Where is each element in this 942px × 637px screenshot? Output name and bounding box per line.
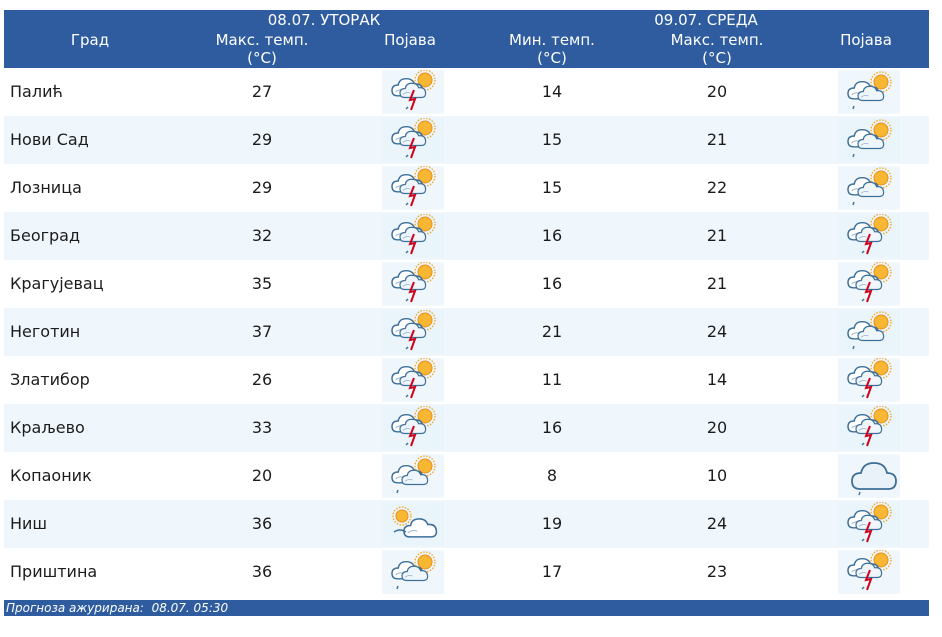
header-d2-min-unit: (°C) [537,49,567,67]
storm-sun-icon [382,310,444,354]
day1-max-temp: 29 [251,130,273,149]
day2-min-temp: 17 [541,562,563,581]
day1-max-temp: 32 [251,226,273,245]
cloudy-sun-icon [838,166,900,210]
header-d2-min-temp: Мин. темп. [509,31,595,49]
table-row: Ниш 36 19 24 [4,500,929,548]
storm-sun-icon [382,262,444,306]
update-timestamp: 08.07. 05:30 [151,601,229,615]
day2-min-temp: 11 [541,370,563,389]
day2-min-temp: 15 [541,178,563,197]
day1-max-temp: 36 [251,514,273,533]
day2-min-temp: 16 [541,274,563,293]
city-name: Лозница [10,178,82,197]
city-name: Неготин [10,322,81,341]
header-day1: 08.07. УТОРАК [267,11,381,29]
table-row: Приштина 36 17 23 [4,548,929,596]
storm-sun-icon [838,406,900,450]
day2-min-temp: 8 [546,466,558,485]
day2-max-temp: 21 [706,274,728,293]
day2-max-temp: 23 [706,562,728,581]
header-d2-max-temp: Макс. темп. [670,31,764,49]
day1-max-temp: 20 [251,466,273,485]
table-row: Лозница 29 15 22 [4,164,929,212]
storm-sun-icon [382,214,444,258]
city-name: Ниш [10,514,48,533]
cloudy-sun-icon [382,550,444,594]
table-row: Златибор 26 11 14 [4,356,929,404]
city-name: Крагујевац [10,274,104,293]
day2-max-temp: 22 [706,178,728,197]
day2-max-temp: 14 [706,370,728,389]
day1-max-temp: 35 [251,274,273,293]
city-name: Нови Сад [10,130,89,149]
partly-cloudy-icon [382,502,444,546]
storm-sun-icon [382,358,444,402]
storm-sun-icon [382,166,444,210]
day1-max-temp: 29 [251,178,273,197]
day2-min-temp: 16 [541,226,563,245]
table-header: Град 08.07. УТОРАК 09.07. СРЕДА Макс. те… [4,10,929,68]
day1-max-temp: 26 [251,370,273,389]
day2-max-temp: 20 [706,418,728,437]
table-row: Краљево 33 16 20 [4,404,929,452]
table-body: Палић 27 14 20 Нови Сад 29 15 21 Лозница 29 15 22… [4,68,929,596]
header-d1-phenomenon: Појава [384,31,436,49]
cloudy-sun-icon [838,118,900,162]
header-city: Град [70,31,110,49]
storm-sun-icon [382,118,444,162]
city-name: Палић [10,82,63,101]
storm-sun-icon [838,214,900,258]
day2-max-temp: 10 [706,466,728,485]
city-name: Краљево [10,418,85,437]
header-day2: 09.07. СРЕДА [654,11,758,29]
table-row: Крагујевац 35 16 21 [4,260,929,308]
storm-sun-icon [838,262,900,306]
city-name: Приштина [10,562,98,581]
table-row: Нови Сад 29 15 21 [4,116,929,164]
storm-sun-icon [838,358,900,402]
day2-max-temp: 24 [706,322,728,341]
table-row: Београд 32 16 21 [4,212,929,260]
day2-min-temp: 14 [541,82,563,101]
storm-sun-icon [838,502,900,546]
update-label: Прогноза ажурирана: [6,601,144,615]
day2-min-temp: 15 [541,130,563,149]
day2-max-temp: 20 [706,82,728,101]
day2-min-temp: 21 [541,322,563,341]
day2-min-temp: 19 [541,514,563,533]
city-name: Копаоник [10,466,92,485]
day1-max-temp: 33 [251,418,273,437]
table-row: Неготин 37 21 24 [4,308,929,356]
header-d2-max-unit: (°C) [702,49,732,67]
cloudy-sun-icon [838,310,900,354]
cloudy-sun-icon [838,70,900,114]
day2-max-temp: 21 [706,226,728,245]
day2-max-temp: 21 [706,130,728,149]
forecast-table: Град 08.07. УТОРАК 09.07. СРЕДА Макс. те… [4,10,929,616]
table-row: Палић 27 14 20 [4,68,929,116]
header-d2-phenomenon: Појава [840,31,892,49]
table-row: Копаоник 20 8 10 [4,452,929,500]
header-d1-max-unit: (°C) [247,49,277,67]
storm-sun-icon [382,406,444,450]
day2-min-temp: 16 [541,418,563,437]
update-footer: Прогноза ажурирана: 08.07. 05:30 [4,600,929,616]
city-name: Београд [10,226,81,245]
storm-sun-icon [382,70,444,114]
city-name: Златибор [10,370,90,389]
header-d1-max-temp: Макс. темп. [215,31,309,49]
storm-sun-icon [838,550,900,594]
day2-max-temp: 24 [706,514,728,533]
day1-max-temp: 36 [251,562,273,581]
day1-max-temp: 27 [251,82,273,101]
cloud-icon [838,454,900,498]
cloudy-sun-icon [382,454,444,498]
day1-max-temp: 37 [251,322,273,341]
